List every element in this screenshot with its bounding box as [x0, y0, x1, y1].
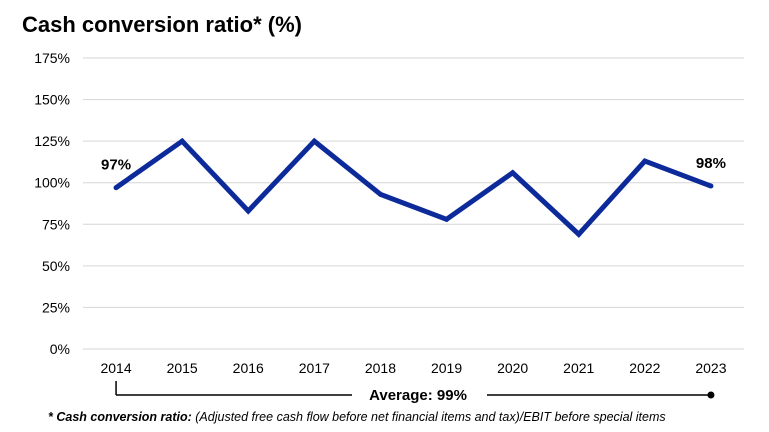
data-label: 97%	[101, 157, 131, 174]
footnote: * Cash conversion ratio: (Adjusted free …	[48, 410, 666, 424]
x-tick-label: 2016	[233, 360, 264, 376]
y-tick-label: 150%	[34, 92, 70, 108]
x-tick-label: 2019	[431, 360, 462, 376]
x-tick-label: 2020	[497, 360, 528, 376]
data-point	[311, 138, 317, 144]
data-point	[444, 216, 450, 222]
y-tick-label: 0%	[50, 341, 70, 357]
data-point	[113, 185, 119, 191]
data-point	[179, 138, 185, 144]
y-tick-label: 25%	[42, 299, 70, 315]
data-point	[576, 231, 582, 237]
y-tick-label: 100%	[34, 175, 70, 191]
data-point	[377, 191, 383, 197]
y-tick-label: 175%	[34, 50, 70, 66]
x-tick-label: 2015	[167, 360, 198, 376]
data-label: 98%	[696, 155, 726, 172]
average-bracket-end-dot	[707, 391, 715, 399]
y-tick-label: 75%	[42, 216, 70, 232]
footnote-term: * Cash conversion ratio:	[48, 410, 192, 424]
chart-title: Cash conversion ratio* (%)	[22, 12, 302, 37]
x-tick-label: 2014	[100, 360, 131, 376]
x-tick-label: 2023	[695, 360, 726, 376]
footnote-definition: (Adjusted free cash flow before net fina…	[191, 410, 666, 424]
data-point	[245, 208, 251, 214]
x-tick-label: 2022	[629, 360, 660, 376]
data-point	[642, 158, 648, 164]
y-tick-label: 125%	[34, 133, 70, 149]
data-point	[708, 183, 714, 189]
y-tick-label: 50%	[42, 258, 70, 274]
series-line	[114, 137, 712, 238]
x-tick-label: 2018	[365, 360, 396, 376]
average-label: Average: 99%	[369, 387, 467, 404]
x-tick-label: 2021	[563, 360, 594, 376]
data-point	[510, 170, 516, 176]
x-tick-label: 2017	[299, 360, 330, 376]
